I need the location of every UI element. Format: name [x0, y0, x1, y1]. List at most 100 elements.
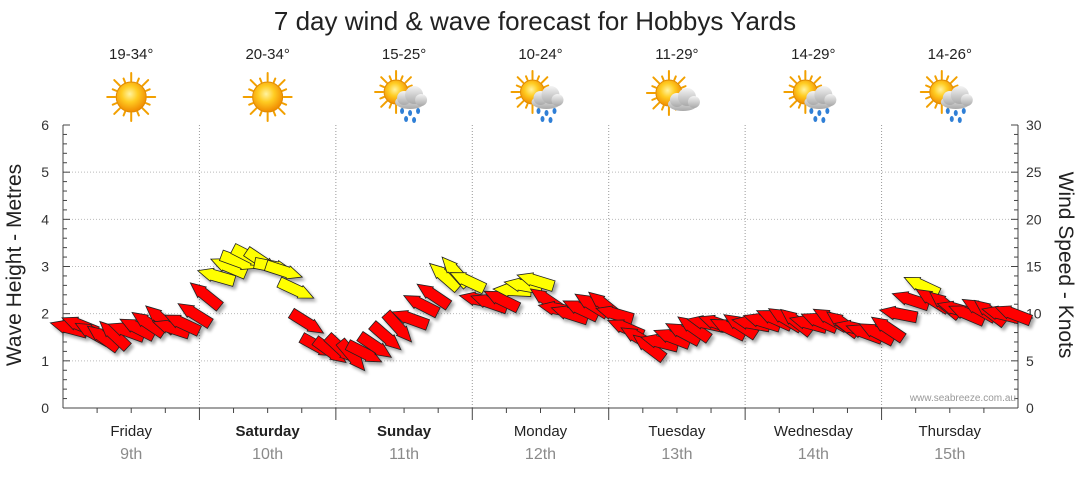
wind-arrow	[368, 320, 402, 351]
wind-arrow-shape	[878, 305, 919, 324]
wind-arrow-shape	[677, 316, 713, 344]
y-axis-right-tick-label: 20	[1026, 211, 1042, 227]
sun-ray	[516, 100, 525, 108]
rain-drop	[404, 116, 409, 122]
wind-arrow	[878, 305, 919, 324]
sun-ray	[677, 76, 686, 85]
wind-arrow-shape	[483, 290, 522, 314]
y-axis-left-label: Wave Height - Metres	[3, 164, 26, 366]
sun-ray	[113, 107, 121, 115]
sun-ray	[380, 100, 388, 108]
sun-ray	[925, 95, 931, 100]
day-temp-range: 19-34°	[109, 46, 153, 63]
sun-ray	[661, 104, 665, 111]
y-axis-left-tick-label: 1	[41, 353, 49, 369]
day-date-label: 13th	[661, 446, 692, 463]
cloud-puff	[960, 94, 973, 106]
sun-ray	[380, 76, 388, 84]
sun-ray	[524, 75, 529, 81]
sun-ray	[652, 76, 661, 85]
sun-ray	[925, 76, 934, 84]
rain-drop	[817, 110, 822, 116]
wind-arrow	[189, 282, 224, 312]
y-axis-left-tick-label: 5	[41, 164, 49, 180]
sun-showers-icon	[374, 70, 428, 123]
wind-arrow-shape	[870, 316, 907, 344]
sun-ray	[281, 88, 288, 92]
cloud	[395, 86, 428, 109]
wind-arrow-shape	[416, 283, 453, 311]
wind-arrow	[263, 259, 304, 280]
wind-arrow-shape	[381, 309, 413, 343]
sun-ray	[934, 103, 938, 109]
y-axis-left-tick-label: 2	[41, 306, 49, 322]
day-temp-range: 15-25°	[382, 46, 426, 63]
day-date-label: 12th	[525, 446, 556, 463]
y-axis-right-tick-label: 0	[1026, 400, 1034, 416]
sun-showers-icon	[510, 70, 564, 123]
wind-arrow	[381, 309, 413, 343]
rain-drop	[400, 108, 405, 114]
sun-ray	[788, 84, 795, 89]
rain-drop	[813, 116, 818, 122]
day-temp-range: 14-26°	[928, 46, 972, 63]
wind-arrow	[177, 303, 214, 329]
sun-ray	[388, 103, 393, 109]
sun-ray	[144, 88, 151, 92]
wind-arrow-shape	[196, 267, 237, 287]
day-temp-range: 11-29°	[655, 46, 698, 63]
rain-drop	[540, 116, 545, 122]
sun-showers-icon	[783, 70, 837, 123]
sun-ray	[379, 95, 386, 100]
sun-ray	[404, 76, 412, 84]
wind-arrow	[276, 276, 315, 299]
sun-ray	[788, 95, 795, 100]
cloud-puff	[824, 94, 837, 106]
day-date-label: 10th	[252, 446, 283, 463]
sun-ray	[272, 110, 277, 117]
wind-arrow-shape	[356, 330, 393, 358]
day-date-label: 15th	[934, 446, 965, 463]
sun-ray	[281, 102, 288, 106]
day-name-label: Thursday	[919, 423, 982, 440]
wind-arrow-shape	[368, 320, 402, 351]
sun-ray	[797, 103, 802, 109]
sun-ray	[925, 84, 931, 89]
rain-drop	[945, 108, 950, 114]
sun-ray	[952, 84, 959, 89]
day-date-label: 14th	[798, 446, 829, 463]
sun-ray	[272, 77, 277, 84]
wind-arrow-shape	[189, 282, 224, 312]
wind-arrow	[449, 272, 488, 295]
wind-arrow	[416, 283, 453, 311]
wind-arrow-shape	[402, 295, 441, 319]
sun-ray	[515, 95, 522, 100]
y-axis-left-tick-label: 4	[41, 211, 49, 227]
wind-arrow	[356, 330, 393, 358]
sun-ray	[515, 84, 522, 89]
sun-ray	[651, 97, 657, 101]
y-axis-right-tick-label: 5	[1026, 353, 1034, 369]
day-name-label: Saturday	[236, 423, 301, 440]
sunny-icon	[106, 72, 157, 122]
day-temp-range: 10-24°	[518, 46, 562, 63]
sun-disc	[252, 81, 284, 113]
sun-ray	[388, 75, 393, 81]
wind-arrow	[287, 307, 325, 334]
wind-arrow-shape	[449, 272, 488, 295]
sun-ray	[122, 77, 127, 84]
day-name-label: Sunday	[377, 423, 432, 440]
wind-arrow	[483, 290, 522, 314]
rain-drop	[953, 110, 958, 116]
sun-ray	[407, 84, 413, 89]
wind-arrow	[677, 316, 713, 344]
rain-drop	[416, 108, 421, 114]
cloud-puff	[551, 94, 564, 106]
wind-arrow	[870, 316, 907, 344]
sun-ray	[141, 107, 150, 115]
cloud	[667, 88, 700, 111]
partly-cloudy-icon	[645, 70, 700, 116]
day-date-label: 11th	[389, 446, 419, 463]
rain-drop	[809, 108, 814, 114]
